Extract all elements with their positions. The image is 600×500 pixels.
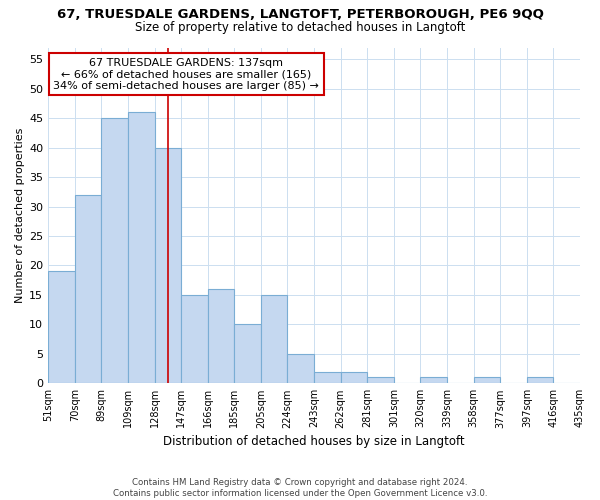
Bar [287,354,314,384]
Bar [155,148,181,384]
Bar [101,118,128,384]
Bar [367,378,394,384]
Bar [234,324,261,384]
Bar [181,295,208,384]
Bar [48,272,75,384]
Bar [421,378,447,384]
Bar [527,378,553,384]
Text: 67, TRUESDALE GARDENS, LANGTOFT, PETERBOROUGH, PE6 9QQ: 67, TRUESDALE GARDENS, LANGTOFT, PETERBO… [56,8,544,20]
Text: 67 TRUESDALE GARDENS: 137sqm
← 66% of detached houses are smaller (165)
34% of s: 67 TRUESDALE GARDENS: 137sqm ← 66% of de… [53,58,319,91]
Bar [314,372,341,384]
Text: Size of property relative to detached houses in Langtoft: Size of property relative to detached ho… [135,22,465,35]
Bar [208,289,234,384]
Text: Contains HM Land Registry data © Crown copyright and database right 2024.
Contai: Contains HM Land Registry data © Crown c… [113,478,487,498]
Bar [473,378,500,384]
Y-axis label: Number of detached properties: Number of detached properties [15,128,25,303]
X-axis label: Distribution of detached houses by size in Langtoft: Distribution of detached houses by size … [163,434,465,448]
Bar [128,112,155,384]
Bar [341,372,367,384]
Bar [261,295,287,384]
Bar [75,195,101,384]
